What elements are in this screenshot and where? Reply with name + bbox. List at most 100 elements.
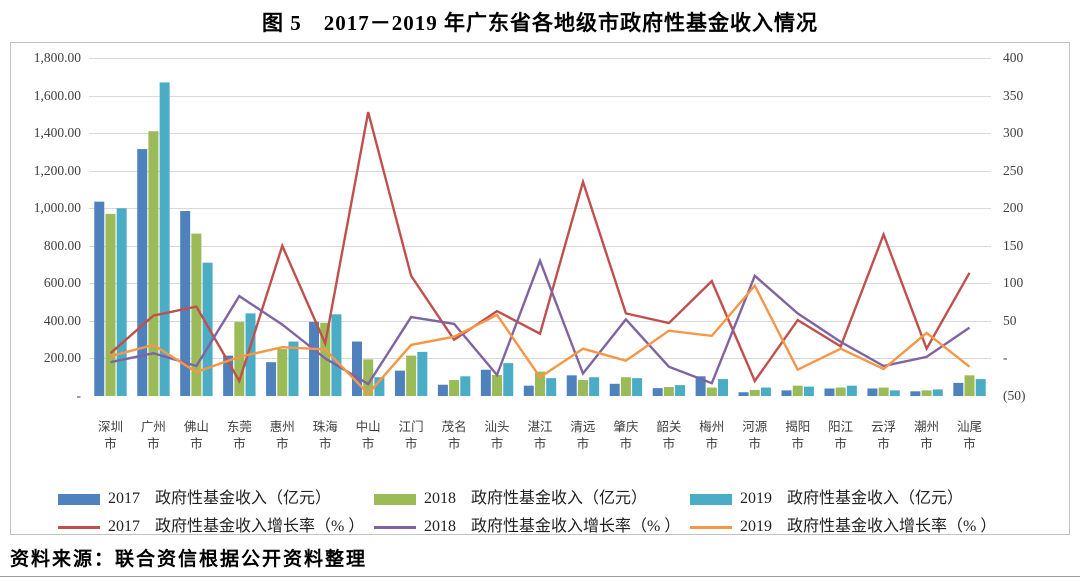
legend-line-swatch bbox=[690, 525, 732, 530]
legend-label: 政府性基金收入（亿元） bbox=[787, 490, 964, 507]
source-note: 资料来源：联合资信根据公开资料整理 bbox=[10, 549, 368, 570]
legend-label: 政府性基金收入（亿元） bbox=[155, 490, 332, 507]
legend-year: 2018 bbox=[424, 518, 456, 535]
bar-2017-清远市 bbox=[566, 375, 577, 396]
bar-2017-梅州市 bbox=[695, 376, 706, 396]
chart-container: 1,800.00 1,600.00 1,400.00 1,200.00 1,000.00… bbox=[10, 42, 1070, 535]
bar-2019-湛江市 bbox=[546, 378, 557, 396]
bar-2019-汕头市 bbox=[503, 363, 514, 396]
bar-2017-中山市 bbox=[351, 341, 362, 396]
left-axis-tick: 400.00 bbox=[43, 312, 81, 328]
growth-line-2018 bbox=[110, 257, 971, 386]
bar-2019-肇庆市 bbox=[632, 378, 643, 396]
left-axis-tick: 200.00 bbox=[43, 350, 81, 366]
legend-line-swatch bbox=[58, 525, 100, 530]
bar-2018-云浮市 bbox=[878, 387, 889, 396]
left-axis-tick: 1,000.00 bbox=[33, 200, 81, 216]
x-axis-label: 佛山市 bbox=[183, 420, 209, 451]
right-axis-tick: 400 bbox=[1003, 50, 1024, 65]
x-axis-label: 珠海市 bbox=[312, 420, 338, 451]
x-axis-label: 肇庆市 bbox=[613, 420, 639, 451]
x-axis-label: 云浮市 bbox=[871, 420, 897, 451]
x-axis-label: 梅州市 bbox=[699, 420, 725, 451]
bar-2018-中山市 bbox=[363, 359, 374, 396]
right-axis-tick: 100 bbox=[1003, 275, 1024, 291]
bar-2018-江门市 bbox=[406, 355, 417, 396]
legend-bar-swatch bbox=[690, 493, 732, 505]
bar-2018-韶关市 bbox=[663, 386, 674, 396]
x-axis-label: 韶关市 bbox=[656, 420, 682, 451]
bar-2018-广州市 bbox=[148, 131, 159, 396]
x-axis-label: 中山市 bbox=[355, 420, 381, 451]
bar-2019-广州市 bbox=[159, 82, 170, 396]
bar-2018-汕尾市 bbox=[964, 375, 975, 396]
legend-year: 2019 bbox=[740, 518, 772, 535]
bar-2017-佛山市 bbox=[180, 211, 191, 396]
bar-2019-韶关市 bbox=[675, 385, 686, 396]
legend-item-2019-growth: 2019 政府性基金收入增长率（% ） bbox=[690, 512, 996, 535]
x-axis-label: 广州市 bbox=[140, 420, 166, 451]
legend-item-2018-revenue: 2018 政府性基金收入（亿元） bbox=[374, 484, 647, 507]
legend-item-2019-revenue: 2019 政府性基金收入（亿元） bbox=[690, 484, 963, 507]
x-axis-label: 清远市 bbox=[570, 420, 596, 451]
bar-2019-江门市 bbox=[417, 351, 428, 396]
bar-2017-东莞市 bbox=[223, 355, 234, 396]
legend-item-2018-growth: 2018 政府性基金收入增长率（% ） bbox=[374, 512, 680, 535]
bar-2019-云浮市 bbox=[889, 390, 900, 396]
bar-2017-肇庆市 bbox=[609, 383, 620, 396]
bar-2017-江门市 bbox=[394, 370, 405, 396]
legend-year: 2019 bbox=[740, 490, 772, 507]
bar-2019-潮州市 bbox=[932, 389, 943, 396]
right-axis-tick: 200 bbox=[1003, 200, 1024, 216]
legend-bar-swatch bbox=[374, 493, 416, 505]
right-axis-tick: 50 bbox=[1003, 312, 1017, 328]
bar-2017-阳江市 bbox=[824, 388, 835, 396]
bar-2017-珠海市 bbox=[309, 321, 320, 396]
x-axis-label: 汕尾市 bbox=[957, 420, 983, 451]
x-axis-label: 江门市 bbox=[398, 420, 424, 451]
bar-2019-中山市 bbox=[374, 377, 385, 396]
bar-2017-汕尾市 bbox=[953, 382, 964, 396]
legend-label: 政府性基金收入（亿元） bbox=[471, 490, 648, 507]
bar-2018-汕头市 bbox=[492, 374, 503, 396]
bar-2017-揭阳市 bbox=[781, 390, 792, 396]
legend-bar-swatch bbox=[58, 493, 100, 505]
left-axis-tick: - bbox=[76, 388, 82, 403]
legend-item-2017-growth: 2017 政府性基金收入增长率（% ） bbox=[58, 512, 364, 535]
bar-2019-深圳市 bbox=[116, 208, 127, 396]
bar-2019-茂名市 bbox=[460, 376, 471, 396]
bar-2019-汕尾市 bbox=[975, 379, 986, 396]
bar-2017-广州市 bbox=[137, 149, 148, 396]
left-axis-tick: 1,200.00 bbox=[33, 162, 81, 178]
x-axis-label: 汕头市 bbox=[484, 420, 510, 451]
bar-2018-清远市 bbox=[577, 380, 588, 396]
bar-2017-韶关市 bbox=[652, 388, 663, 396]
right-axis-tick: - bbox=[1003, 350, 1008, 366]
bar-2019-阳江市 bbox=[846, 385, 857, 396]
bar-2019-珠海市 bbox=[331, 314, 342, 396]
x-axis-label: 阳江市 bbox=[828, 420, 854, 451]
bar-2018-湛江市 bbox=[535, 371, 545, 396]
bar-2019-揭阳市 bbox=[803, 386, 814, 396]
bar-2019-河源市 bbox=[760, 387, 771, 396]
legend-label: 政府性基金收入增长率（% ） bbox=[155, 518, 365, 535]
x-axis-label: 东莞市 bbox=[226, 420, 252, 451]
legend-line-swatch bbox=[374, 525, 416, 530]
bar-2019-梅州市 bbox=[718, 379, 729, 396]
bar-2017-河源市 bbox=[738, 392, 749, 396]
legend-year: 2018 bbox=[424, 490, 456, 507]
x-axis-label: 湛江市 bbox=[527, 420, 553, 451]
bar-2018-茂名市 bbox=[449, 380, 460, 396]
x-axis-label: 潮州市 bbox=[914, 420, 940, 451]
bar-2017-湛江市 bbox=[523, 385, 534, 396]
bar-2019-佛山市 bbox=[202, 262, 213, 396]
legend-year: 2017 bbox=[108, 518, 140, 535]
combo-chart-plot bbox=[89, 58, 991, 396]
bar-2018-阳江市 bbox=[835, 387, 846, 396]
legend-label: 政府性基金收入增长率（% ） bbox=[471, 518, 681, 535]
bar-2017-惠州市 bbox=[266, 362, 277, 396]
left-axis-tick: 1,600.00 bbox=[33, 87, 81, 103]
bar-2017-深圳市 bbox=[94, 201, 105, 396]
bar-2017-茂名市 bbox=[437, 384, 448, 396]
x-axis-label: 深圳市 bbox=[97, 420, 123, 451]
